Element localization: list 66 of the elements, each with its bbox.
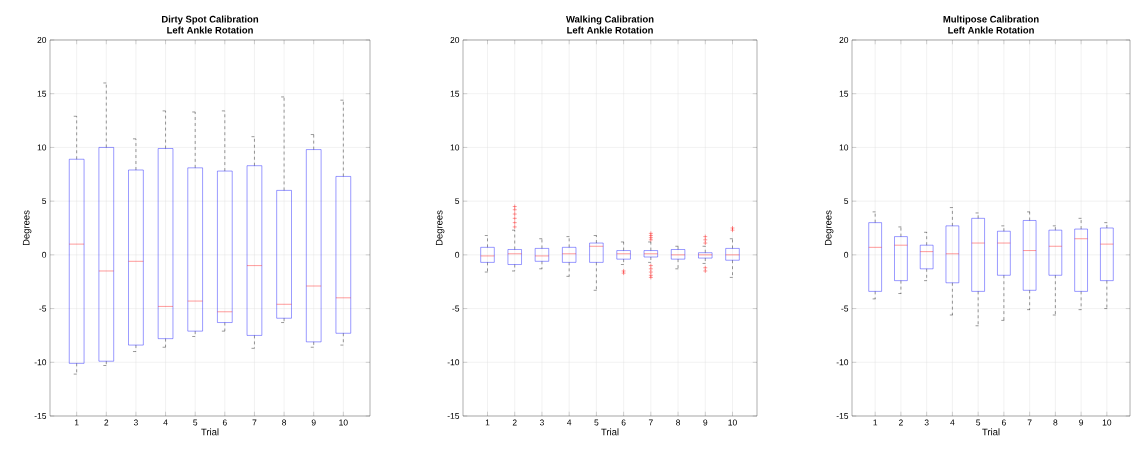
x-tick-label: 10 xyxy=(339,419,348,426)
y-tick-label: 10 xyxy=(37,144,47,151)
x-tick-label: 3 xyxy=(539,419,544,426)
x-tick-label: 3 xyxy=(924,419,929,426)
y-tick-label: 5 xyxy=(455,198,460,205)
x-tick-label: 7 xyxy=(252,419,257,426)
x-tick-label: 10 xyxy=(1102,419,1112,426)
x-tick-label: 6 xyxy=(621,419,626,426)
y-tick-label: -5 xyxy=(452,305,460,312)
y-tick-label: 5 xyxy=(42,198,47,205)
x-tick-label: 4 xyxy=(567,419,572,426)
x-tick-label: 1 xyxy=(74,419,79,426)
y-tick-label: 15 xyxy=(37,90,47,97)
y-tick-label: -10 xyxy=(34,359,47,366)
x-tick-label: 2 xyxy=(898,419,903,426)
x-tick-label: 10 xyxy=(728,419,737,426)
x-tick-label: 6 xyxy=(1001,419,1006,426)
x-tick-label: 5 xyxy=(594,419,599,426)
y-tick-label: 15 xyxy=(450,90,460,97)
y-tick-label: 20 xyxy=(450,37,460,43)
y-axis-title: Degrees xyxy=(435,210,445,246)
x-tick-label: 2 xyxy=(512,419,517,426)
x-tick-label: 2 xyxy=(104,419,109,426)
y-tick-label: -10 xyxy=(447,359,460,366)
x-axis-title: Trial xyxy=(982,428,1000,436)
x-tick-label: 1 xyxy=(873,419,878,426)
x-axis-title: Trial xyxy=(601,428,619,436)
x-tick-label: 4 xyxy=(163,419,168,426)
chart-subtitle: Left Ankle Rotation xyxy=(948,26,1034,34)
x-tick-label: 7 xyxy=(648,419,653,426)
y-tick-label: 0 xyxy=(42,251,47,258)
y-axis-title: Degrees xyxy=(824,210,834,246)
x-tick-label: 5 xyxy=(193,419,198,426)
y-tick-label: 0 xyxy=(844,251,849,258)
x-tick-label: 9 xyxy=(311,419,316,426)
y-tick-label: -5 xyxy=(841,305,849,312)
chart-subtitle: Left Ankle Rotation xyxy=(567,26,653,34)
y-tick-label: 20 xyxy=(839,37,849,43)
chart-subtitle: Left Ankle Rotation xyxy=(167,26,253,34)
x-tick-label: 5 xyxy=(976,419,981,426)
y-tick-label: -15 xyxy=(836,413,849,419)
y-tick-label: -5 xyxy=(39,305,47,312)
y-tick-label: 5 xyxy=(844,198,849,205)
x-tick-label: 9 xyxy=(703,419,708,426)
y-tick-label: 15 xyxy=(839,90,849,97)
x-tick-label: 4 xyxy=(950,419,955,426)
y-tick-label: -10 xyxy=(836,359,849,366)
x-tick-label: 9 xyxy=(1079,419,1084,426)
x-tick-label: 8 xyxy=(1053,419,1058,426)
chart-title: Multipose Calibration xyxy=(943,15,1039,25)
x-tick-label: 8 xyxy=(676,419,681,426)
x-tick-label: 7 xyxy=(1027,419,1032,426)
x-tick-label: 6 xyxy=(222,419,227,426)
y-tick-label: -15 xyxy=(34,413,47,419)
y-tick-label: 0 xyxy=(455,251,460,258)
chart-title: Dirty Spot Calibration xyxy=(162,15,259,25)
y-axis-title: Degrees xyxy=(22,210,32,246)
y-tick-label: 20 xyxy=(37,37,47,43)
chart-title: Walking Calibration xyxy=(566,15,654,25)
x-axis-title: Trial xyxy=(201,428,219,436)
y-tick-label: 10 xyxy=(839,144,849,151)
x-tick-label: 3 xyxy=(133,419,138,426)
x-tick-label: 8 xyxy=(282,419,287,426)
x-tick-label: 1 xyxy=(485,419,490,426)
y-tick-label: 10 xyxy=(450,144,460,151)
y-tick-label: -15 xyxy=(447,413,460,419)
